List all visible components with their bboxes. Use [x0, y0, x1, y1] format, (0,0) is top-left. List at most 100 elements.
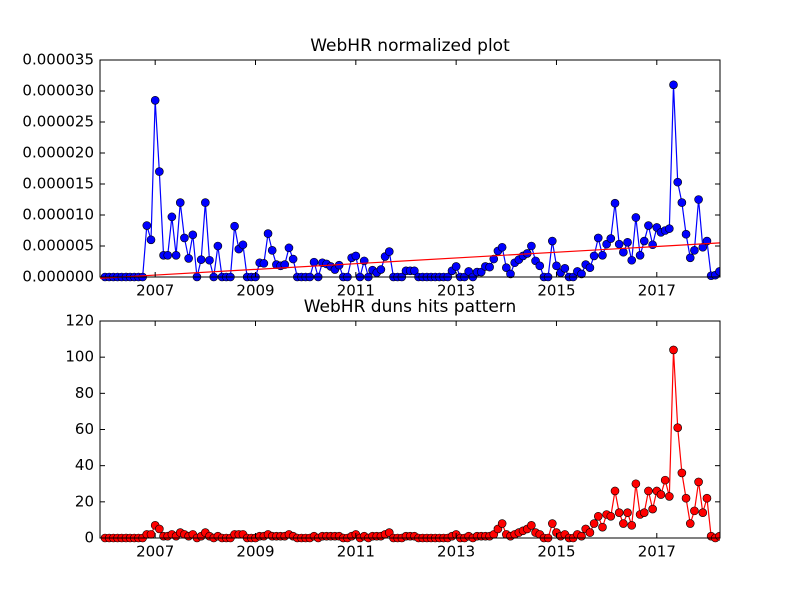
- data-point: [171, 251, 181, 260]
- data-point: [489, 254, 499, 264]
- data-point: [631, 213, 641, 222]
- x-tick-label: 2011: [337, 282, 375, 300]
- x-tick-label: 2015: [537, 543, 575, 561]
- data-point: [485, 262, 494, 272]
- data-point: [351, 251, 361, 261]
- y-tick-label: 20: [75, 492, 94, 510]
- data-point: [690, 246, 699, 255]
- data-point: [644, 486, 653, 496]
- data-point: [196, 255, 206, 264]
- data-point: [184, 254, 193, 263]
- data-point: [673, 177, 683, 187]
- data-point: [142, 221, 152, 230]
- data-point: [627, 255, 637, 265]
- data-point: [259, 259, 269, 268]
- data-point: [506, 269, 515, 279]
- series-line: [100, 242, 720, 279]
- data-point: [163, 251, 173, 260]
- data-point: [585, 263, 595, 273]
- data-point: [155, 167, 164, 176]
- x-tick-label: 2009: [236, 543, 274, 561]
- data-point: [201, 198, 210, 207]
- y-tick-label: 40: [75, 456, 94, 474]
- data-point: [280, 260, 290, 269]
- data-point: [180, 233, 189, 243]
- data-point: [589, 251, 599, 261]
- data-point: [548, 236, 557, 246]
- data-point: [665, 224, 674, 233]
- data-point: [698, 508, 708, 517]
- data-point: [631, 479, 641, 489]
- data-point: [648, 504, 657, 514]
- y-tick-label: 0.000035: [22, 51, 94, 69]
- y-tick-label: 0.000010: [22, 206, 94, 224]
- data-point: [175, 198, 185, 207]
- data-point: [593, 511, 603, 521]
- x-tick-label: 2007: [136, 543, 174, 561]
- axes-frame: [99, 59, 721, 278]
- data-point: [610, 198, 620, 208]
- data-point: [593, 233, 603, 243]
- data-point: [681, 493, 691, 503]
- data-point: [665, 492, 674, 501]
- data-point: [639, 236, 649, 246]
- data-point: [639, 508, 649, 517]
- data-point: [669, 345, 678, 355]
- data-point: [384, 247, 394, 256]
- data-point: [606, 234, 616, 243]
- data-point: [410, 266, 419, 276]
- data-point: [715, 267, 720, 276]
- data-point: [694, 477, 703, 487]
- data-point: [288, 254, 298, 264]
- y-tick-label: 0.000025: [22, 113, 94, 131]
- data-point: [497, 242, 507, 252]
- data-point: [376, 265, 386, 274]
- data-point: [552, 261, 561, 271]
- y-tick-label: 100: [65, 348, 94, 366]
- data-point: [238, 240, 248, 250]
- data-point: [614, 239, 624, 249]
- data-point: [627, 521, 637, 530]
- data-point: [188, 230, 198, 240]
- data-point: [502, 263, 511, 273]
- x-tick-label: 2013: [437, 543, 475, 561]
- x-tick-label: 2007: [136, 282, 174, 300]
- y-tick-label: 0: [84, 529, 94, 547]
- data-point: [648, 240, 657, 250]
- data-point: [577, 269, 586, 279]
- data-point: [619, 519, 628, 528]
- data-point: [585, 528, 595, 537]
- data-point: [644, 221, 653, 230]
- x-tick-label: 2009: [236, 282, 274, 300]
- data-point: [598, 522, 607, 532]
- y-tick-label: 0.000015: [22, 175, 94, 193]
- chart-title: WebHR duns hits pattern: [304, 297, 517, 317]
- y-tick-label: 0.000030: [22, 82, 94, 100]
- y-tick-label: 0.000000: [22, 268, 94, 286]
- data-point: [451, 262, 461, 271]
- data-point: [167, 212, 177, 222]
- data-point: [677, 468, 687, 478]
- data-point: [610, 486, 620, 496]
- data-point: [614, 508, 624, 517]
- chart-title: WebHR normalized plot: [310, 36, 510, 56]
- data-point: [681, 229, 691, 239]
- data-point: [155, 524, 164, 534]
- data-point: [263, 229, 273, 238]
- data-point: [702, 493, 712, 503]
- data-point: [690, 506, 699, 516]
- data-point: [309, 257, 319, 267]
- data-point: [623, 508, 632, 517]
- data-point: [497, 519, 507, 528]
- data-point: [577, 531, 586, 541]
- x-tick-label: 2015: [537, 282, 575, 300]
- data-point: [694, 195, 703, 204]
- data-point: [527, 241, 536, 251]
- x-tick-label: 2017: [638, 282, 676, 300]
- data-point: [146, 235, 156, 245]
- data-point: [656, 490, 666, 499]
- data-point: [660, 475, 670, 485]
- y-tick-label: 0.000005: [22, 237, 94, 255]
